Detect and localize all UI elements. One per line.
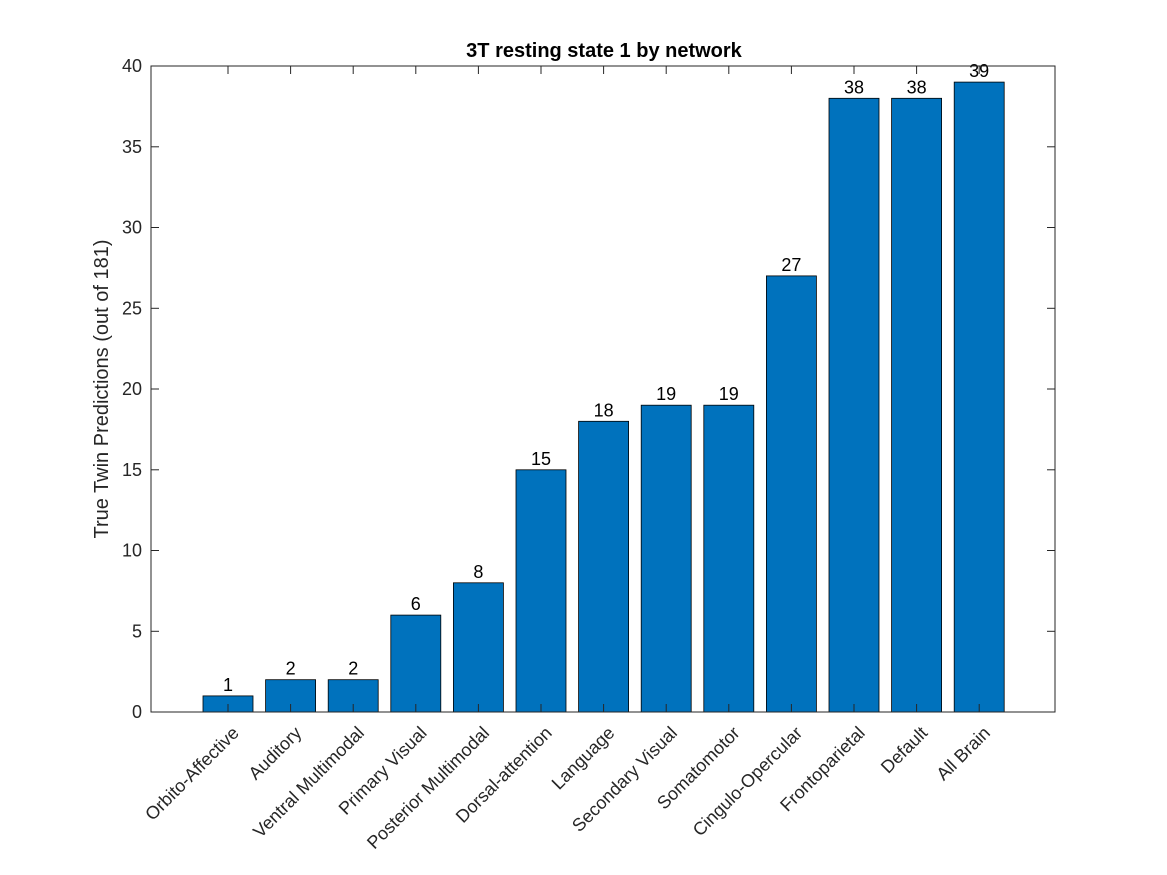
y-tick-label: 20 bbox=[122, 379, 142, 399]
x-tick-label: Default bbox=[877, 723, 931, 777]
x-tick-label: Ventral Multimodal bbox=[249, 723, 368, 842]
bar bbox=[640, 404, 692, 713]
bar bbox=[452, 582, 504, 713]
data-label: 38 bbox=[844, 77, 864, 97]
bar bbox=[515, 469, 567, 713]
axes-frame bbox=[150, 65, 1056, 713]
y-tick-label: 35 bbox=[122, 137, 142, 157]
y-axis-ticks: 0 5 10 15 20 25 30 35 40 bbox=[122, 56, 1055, 722]
y-axis-label: True Twin Predictions (out of 181) bbox=[91, 239, 113, 538]
data-label: 6 bbox=[411, 594, 421, 614]
bar bbox=[828, 97, 880, 713]
x-tick-label: All Brain bbox=[932, 723, 994, 785]
x-tick-label: Cingulo-Opercular bbox=[689, 723, 806, 840]
data-label: 1 bbox=[223, 675, 233, 695]
data-label: 15 bbox=[531, 449, 551, 469]
data-label: 18 bbox=[594, 400, 614, 420]
y-tick-label: 10 bbox=[122, 541, 142, 561]
bar bbox=[766, 275, 817, 713]
bar bbox=[578, 420, 629, 713]
y-tick-label: 25 bbox=[122, 298, 142, 318]
data-label: 38 bbox=[907, 77, 927, 97]
y-tick-label: 30 bbox=[122, 218, 142, 238]
y-tick-label: 15 bbox=[122, 460, 142, 480]
data-label: 27 bbox=[781, 255, 801, 275]
y-tick-label: 0 bbox=[132, 702, 142, 722]
x-tick-label: Secondary Visual bbox=[568, 723, 681, 836]
data-label: 2 bbox=[348, 659, 358, 679]
data-label: 2 bbox=[286, 659, 296, 679]
y-tick-label: 5 bbox=[132, 621, 142, 641]
bar bbox=[390, 614, 442, 713]
x-tick-label: Orbito-Affective bbox=[141, 723, 243, 825]
y-tick-label: 40 bbox=[122, 56, 142, 76]
data-label: 19 bbox=[656, 384, 676, 404]
bar bbox=[953, 81, 1005, 713]
chart-title: 3T resting state 1 by network bbox=[466, 40, 743, 62]
bar bbox=[703, 404, 755, 713]
x-tick-label: Auditory bbox=[245, 723, 306, 784]
bars-group bbox=[202, 81, 1005, 713]
data-label: 19 bbox=[719, 384, 739, 404]
bar bbox=[891, 97, 942, 713]
data-label: 8 bbox=[473, 562, 483, 582]
x-tick-label: Posterior Multimodal bbox=[363, 723, 493, 853]
